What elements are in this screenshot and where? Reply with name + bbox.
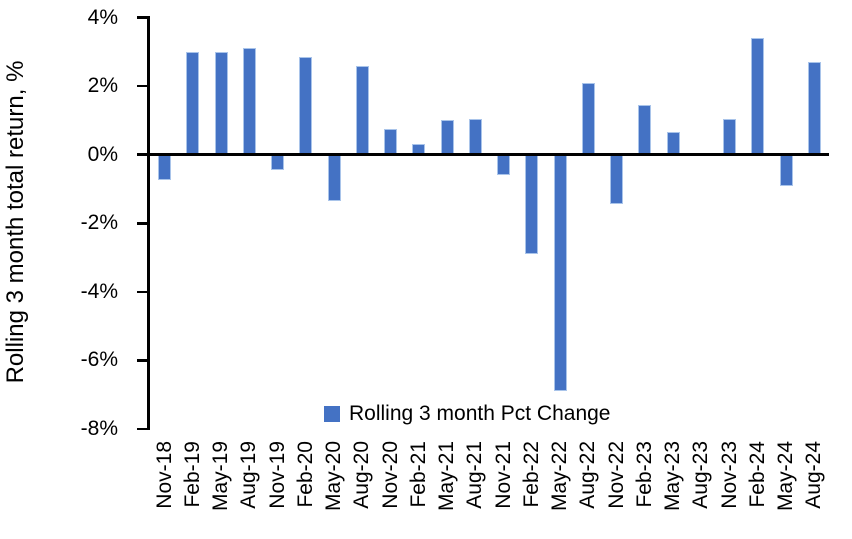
x-tick-label-May-23: May-23 — [661, 441, 685, 512]
y-tick-mark — [137, 290, 147, 294]
x-tick-label-May-21: May-21 — [435, 441, 459, 512]
x-axis-zero-line — [147, 153, 829, 157]
bar-Aug-19 — [242, 48, 256, 155]
bar-Feb-20 — [299, 56, 313, 155]
legend-marker-square — [324, 406, 340, 422]
bar-Aug-20 — [355, 65, 369, 155]
bar-May-21 — [440, 120, 454, 155]
x-tick-label-Feb-23: Feb-23 — [632, 441, 656, 508]
x-tick-label-Feb-20: Feb-20 — [293, 441, 317, 508]
x-tick-label-Feb-21: Feb-21 — [406, 441, 430, 508]
y-tick-mark — [137, 359, 147, 362]
x-tick-label-Nov-23: Nov-23 — [717, 441, 741, 509]
y-tick-label: -8% — [80, 417, 118, 440]
x-tick-label-Aug-20: Aug-20 — [350, 441, 374, 509]
y-tick-mark — [137, 427, 147, 431]
bar-May-20 — [327, 154, 341, 201]
x-tick-label-Nov-22: Nov-22 — [604, 441, 628, 509]
legend-label: Rolling 3 month Pct Change — [349, 402, 611, 425]
y-tick-mark — [137, 84, 147, 88]
x-tick-label-Nov-20: Nov-20 — [378, 441, 402, 509]
y-tick-mark — [137, 153, 147, 156]
bar-May-23 — [666, 132, 680, 155]
x-tick-label-Nov-19: Nov-19 — [265, 441, 289, 509]
x-tick-label-Nov-21: Nov-21 — [491, 441, 515, 509]
bar-Aug-22 — [581, 82, 595, 155]
bar-Nov-19 — [271, 154, 285, 171]
legend: Rolling 3 month Pct Change — [324, 402, 611, 426]
x-tick-label-May-22: May-22 — [548, 441, 572, 512]
x-tick-label-Aug-24: Aug-24 — [802, 441, 826, 509]
x-tick-label-Feb-24: Feb-24 — [745, 441, 769, 508]
y-tick-mark — [137, 222, 147, 225]
x-tick-label-Feb-19: Feb-19 — [180, 441, 204, 508]
y-tick-mark — [137, 16, 147, 19]
x-tick-label-May-20: May-20 — [322, 441, 346, 512]
y-tick-label: -4% — [80, 279, 118, 303]
x-tick-label-Aug-21: Aug-21 — [463, 441, 487, 509]
bar-Aug-24 — [807, 62, 821, 155]
x-tick-label-May-19: May-19 — [209, 441, 233, 512]
bar-Nov-18 — [158, 154, 172, 181]
bar-Feb-22 — [525, 154, 539, 255]
bar-Feb-24 — [751, 38, 765, 155]
x-tick-label-Aug-19: Aug-19 — [237, 441, 261, 509]
x-tick-label-Aug-22: Aug-22 — [576, 441, 600, 509]
y-axis-line — [147, 16, 150, 431]
y-tick-label: -2% — [80, 211, 118, 235]
bar-May-22 — [553, 154, 567, 392]
y-tick-label: 2% — [87, 74, 118, 98]
y-tick-label: 0% — [87, 142, 118, 166]
y-axis-title: Rolling 3 month total return, % — [2, 60, 29, 384]
y-tick-label: -6% — [80, 348, 118, 372]
bar-May-19 — [214, 51, 228, 155]
bar-Aug-21 — [468, 118, 482, 155]
x-tick-label-Feb-22: Feb-22 — [519, 441, 543, 508]
x-tick-label-Nov-18: Nov-18 — [152, 441, 176, 509]
bar-Nov-23 — [723, 118, 737, 155]
bar-Nov-22 — [610, 154, 624, 205]
bar-Nov-20 — [384, 128, 398, 155]
bar-Nov-21 — [497, 154, 511, 176]
x-tick-label-Aug-23: Aug-23 — [689, 441, 713, 509]
y-tick-label: 4% — [87, 5, 118, 29]
bar-Feb-23 — [638, 104, 652, 155]
bar-May-24 — [779, 154, 793, 186]
x-tick-label-May-24: May-24 — [774, 441, 798, 512]
bar-Feb-19 — [186, 51, 200, 155]
